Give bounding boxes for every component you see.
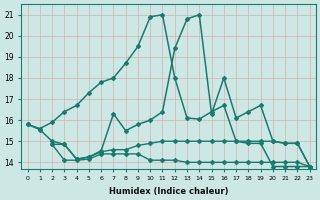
X-axis label: Humidex (Indice chaleur): Humidex (Indice chaleur) — [109, 187, 228, 196]
